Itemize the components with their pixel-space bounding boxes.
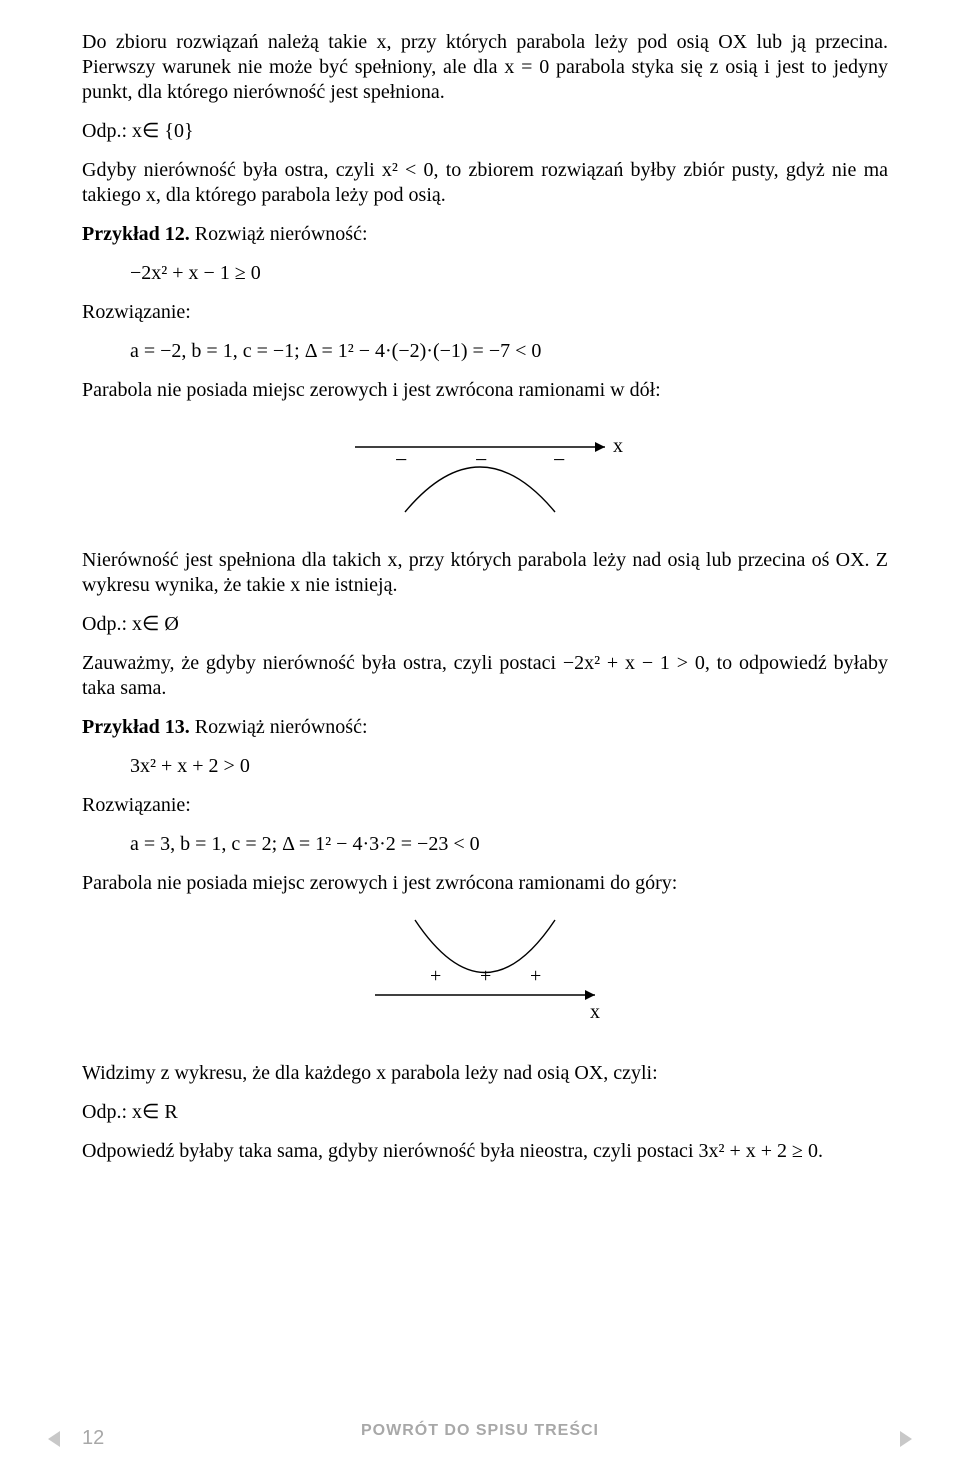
sign-1: − (395, 447, 407, 472)
example-13-rest: Rozwiąż nierówność: (190, 716, 368, 738)
example-13-solution-label: Rozwiązanie: (82, 793, 888, 818)
example-12-after: Nierówność jest spełniona dla takich x, … (82, 548, 888, 598)
example-12-title: Przykład 12. Rozwiąż nierówność: (82, 222, 888, 247)
sign-2: − (475, 447, 487, 472)
back-to-toc: POWRÓT DO SPISU TREŚCI (0, 1421, 960, 1441)
sign-u3: + (530, 965, 541, 987)
paragraph-intro1: Do zbioru rozwiązań należą takie x, przy… (82, 30, 888, 105)
example-12-parabola-text: Parabola nie posiada miejsc zerowych i j… (82, 378, 888, 403)
back-to-toc-link[interactable]: POWRÓT DO SPISU TREŚCI (361, 1422, 599, 1439)
parabola-down-icon: x − − − (335, 417, 635, 517)
example-12-coeffs: a = −2, b = 1, c = −1; Δ = 1² − 4·(−2)·(… (82, 339, 888, 364)
example-12-solution-label: Rozwiązanie: (82, 300, 888, 325)
example-13-title: Przykład 13. Rozwiąż nierówność: (82, 715, 888, 740)
sign-u1: + (430, 965, 441, 987)
example-12-note: Zauważmy, że gdyby nierówność była ostra… (82, 651, 888, 701)
example-13-coeffs: a = 3, b = 1, c = 2; Δ = 1² − 4·3·2 = −2… (82, 832, 888, 857)
paragraph-intro2: Gdyby nierówność była ostra, czyli x² < … (82, 158, 888, 208)
diagram-2: + + + x (82, 910, 888, 1037)
sign-3: − (553, 447, 565, 472)
example-12-formula: −2x² + x − 1 ≥ 0 (82, 261, 888, 286)
triangle-right-icon[interactable] (900, 1431, 912, 1447)
diagram-1: x − − − (82, 417, 888, 524)
example-12-rest: Rozwiąż nierówność: (190, 223, 368, 245)
example-13-note: Odpowiedź byłaby taka sama, gdyby nierów… (82, 1139, 888, 1164)
example-12-answer: Odp.: x∈ Ø (82, 612, 888, 637)
page: Do zbioru rozwiązań należą takie x, przy… (0, 0, 960, 1475)
parabola-up-icon: + + + x (335, 910, 635, 1030)
answer-1: Odp.: x∈ {0} (82, 119, 888, 144)
example-13-number: Przykład 13. (82, 716, 190, 738)
page-footer: 12 POWRÓT DO SPISU TREŚCI (0, 1421, 960, 1451)
example-13-answer: Odp.: x∈ R (82, 1100, 888, 1125)
axis-x-label-2: x (590, 1001, 600, 1023)
example-13-after: Widzimy z wykresu, że dla każdego x para… (82, 1061, 888, 1086)
axis-x-label: x (613, 435, 623, 457)
sign-u2: + (480, 965, 491, 987)
example-13-formula: 3x² + x + 2 > 0 (82, 754, 888, 779)
example-12-number: Przykład 12. (82, 223, 190, 245)
example-13-parabola-text: Parabola nie posiada miejsc zerowych i j… (82, 871, 888, 896)
